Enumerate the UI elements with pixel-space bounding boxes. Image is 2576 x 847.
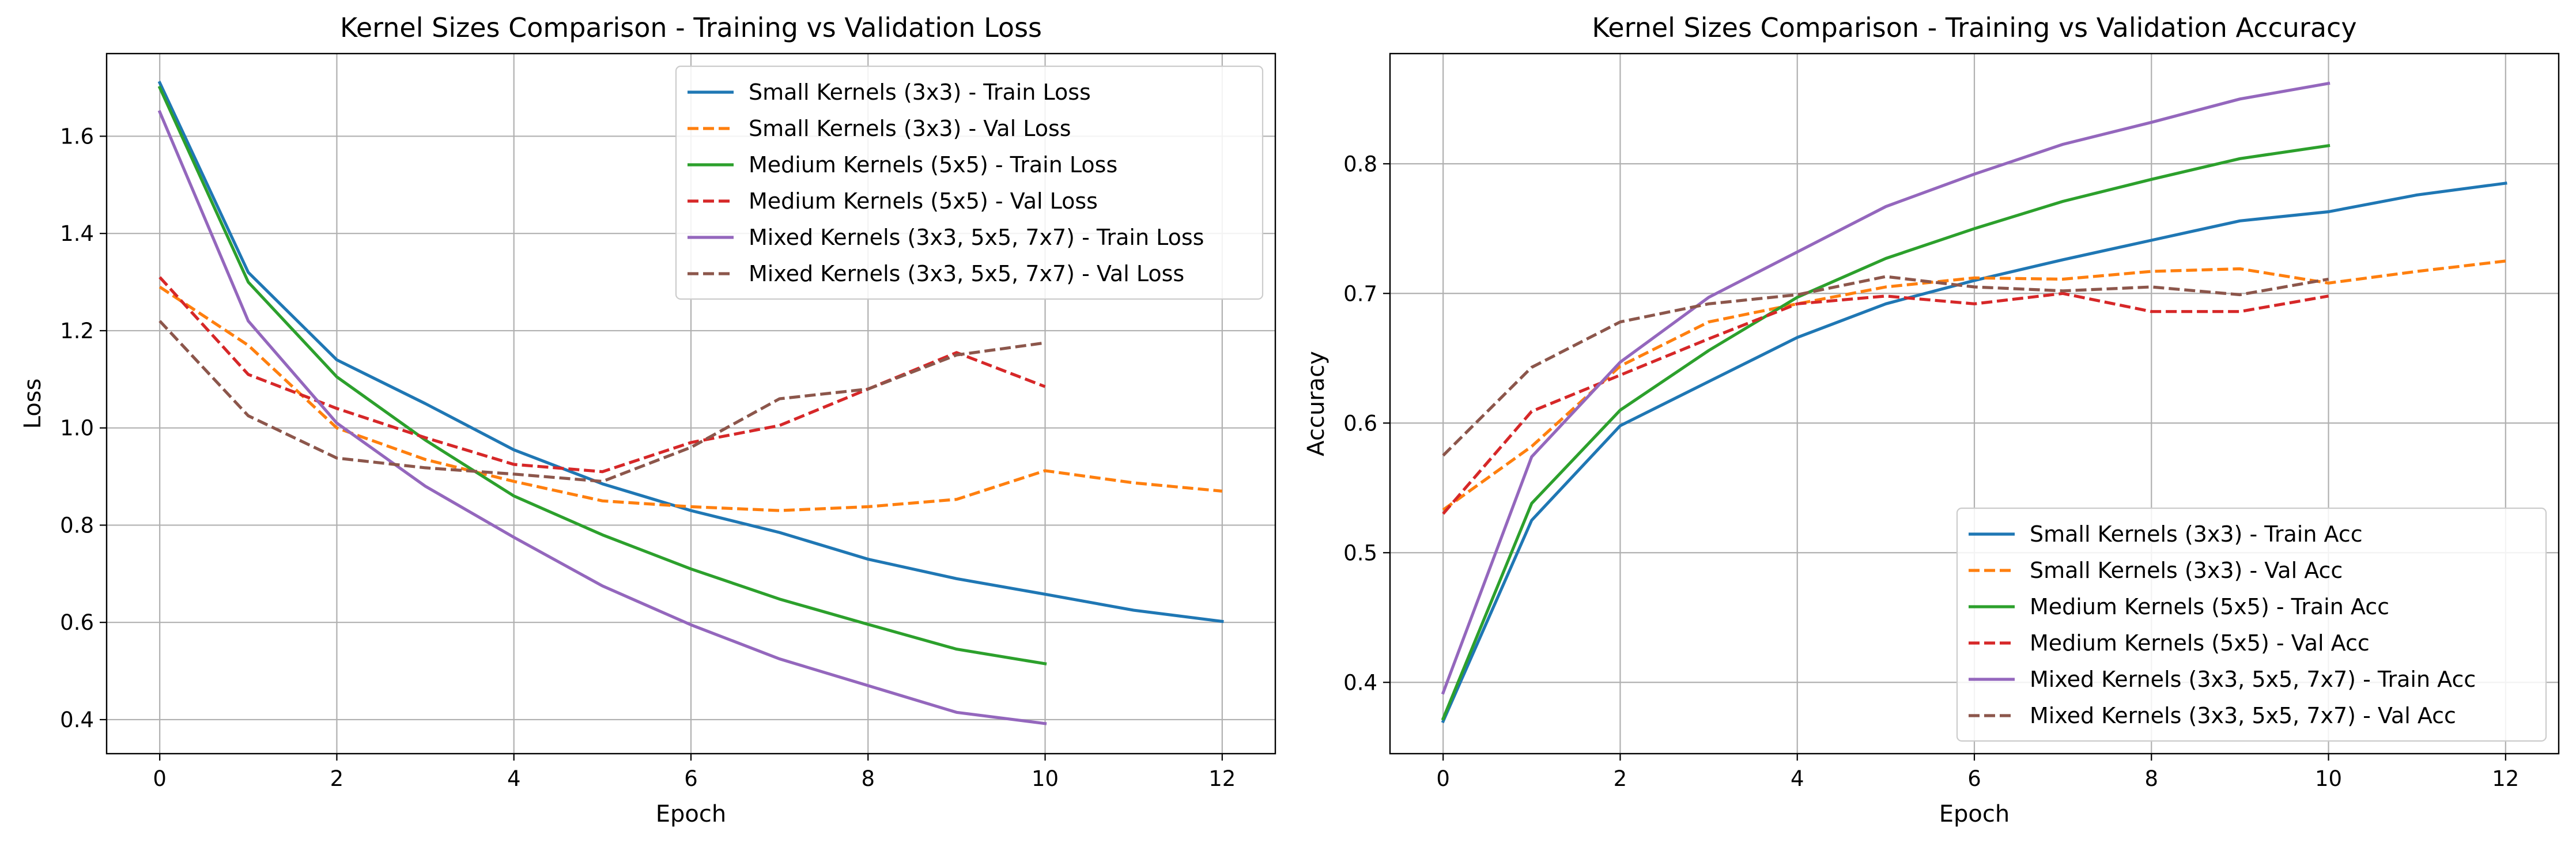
x-tick-label: 10 [2315, 766, 2342, 791]
y-tick-label: 0.6 [1343, 411, 1377, 436]
series-group [157, 81, 1224, 725]
x-tick-label: 8 [861, 766, 875, 791]
legend-box [1956, 507, 2547, 742]
x-tick-label: 8 [2144, 766, 2158, 791]
series-line-1 [158, 285, 1223, 512]
y-tick-label: 0.4 [1343, 670, 1377, 695]
y-tick-label: 1.2 [60, 319, 94, 343]
series-line-2 [1441, 143, 2331, 721]
legend: Small Kernels (3x3) - Train Loss Small Ke… [675, 65, 1264, 300]
legend-label: Mixed Kernels (3x3, 5x5, 7x7) - Val Acc [2030, 703, 2456, 728]
legend-label: Mixed Kernels (3x3, 5x5, 7x7) - Train Ac… [2030, 667, 2476, 692]
legend-label: Small Kernels (3x3) - Val Acc [2030, 558, 2343, 583]
x-axis-label: Epoch [1939, 801, 2010, 827]
y-tick-label: 0.7 [1343, 281, 1377, 306]
y-tick-label: 1.4 [60, 221, 94, 246]
series-line-5 [1442, 275, 2329, 457]
legend-box [675, 65, 1264, 300]
x-tick-label: 0 [153, 766, 167, 791]
series-line-0 [1441, 181, 2507, 724]
series-line-2 [157, 85, 1047, 666]
x-tick-label: 4 [507, 766, 521, 791]
legend-label: Medium Kernels (5x5) - Val Loss [749, 188, 1098, 214]
legend-label: Small Kernels (3x3) - Train Loss [749, 80, 1091, 105]
x-tick-label: 4 [1791, 766, 1804, 791]
series-line-0 [157, 81, 1224, 623]
x-tick-label: 6 [684, 766, 698, 791]
series-line-1 [1442, 259, 2506, 512]
series-line-5 [158, 320, 1045, 483]
loss-chart: 0 2 4 6 8 10 12 0.4 0.6 0.8 1.0 1.2 1.4 1.6 Kernel Siz… [20, 12, 1276, 827]
legend-label: Medium Kernels (5x5) - Train Acc [2030, 594, 2389, 619]
y-tick-label: 1.6 [60, 124, 94, 149]
legend-label: Mixed Kernels (3x3, 5x5, 7x7) - Train Lo… [749, 225, 1204, 250]
legend-label: Mixed Kernels (3x3, 5x5, 7x7) - Val Loss [749, 261, 1184, 286]
legend: Small Kernels (3x3) - Train Acc Small Ker… [1956, 507, 2547, 742]
x-axis-label: Epoch [656, 801, 726, 827]
y-tick-label: 1.0 [60, 416, 94, 441]
legend-label: Medium Kernels (5x5) - Train Loss [749, 152, 1117, 177]
y-tick-label: 0.8 [1343, 152, 1377, 176]
series-group [1441, 81, 2507, 724]
y-tick-label: 0.8 [60, 513, 94, 538]
legend-label: Small Kernels (3x3) - Val Loss [749, 116, 1071, 141]
x-tick-label: 12 [1208, 766, 1236, 791]
y-axis-label: Loss [20, 379, 46, 429]
x-tick-label: 6 [1967, 766, 1981, 791]
chart-title: Kernel Sizes Comparison - Training vs Va… [1592, 12, 2356, 43]
legend-label: Medium Kernels (5x5) - Val Acc [2030, 630, 2370, 656]
x-tick-label: 2 [1614, 766, 1627, 791]
y-tick-label: 0.5 [1343, 540, 1377, 565]
y-axis-label: Accuracy [1303, 351, 1329, 456]
accuracy-chart: 0 2 4 6 8 10 12 0.4 0.5 0.6 0.7 0.8 Kernel Sizes Com… [1303, 12, 2560, 827]
legend-label: Small Kernels (3x3) - Train Acc [2030, 521, 2363, 547]
x-tick-label: 0 [1436, 766, 1450, 791]
x-tick-label: 12 [2492, 766, 2519, 791]
x-tick-label: 2 [330, 766, 344, 791]
x-tick-label: 10 [1032, 766, 1059, 791]
chart-title: Kernel Sizes Comparison - Training vs Va… [340, 12, 1042, 43]
series-line-4 [1441, 81, 2331, 695]
y-tick-label: 0.6 [60, 610, 94, 635]
series-line-4 [157, 109, 1047, 725]
y-tick-label: 0.4 [60, 708, 94, 732]
